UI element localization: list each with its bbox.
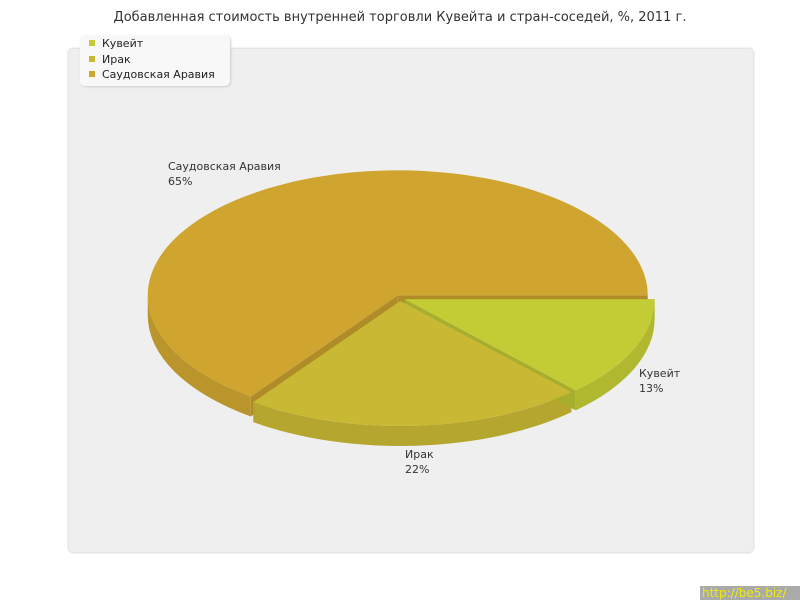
- slice-kuwait: [404, 299, 655, 391]
- legend-label: Кувейт: [102, 37, 144, 50]
- legend-swatch: [89, 71, 95, 77]
- legend: Кувейт Ирак Саудовская Аравия: [80, 35, 230, 86]
- chart-title: Добавленная стоимость внутренней торговл…: [113, 10, 687, 25]
- legend-item-kuwait[interactable]: Кувейт: [89, 36, 143, 51]
- legend-label: Саудовская Аравия: [102, 68, 215, 81]
- legend-item-iraq[interactable]: Ирак: [89, 52, 131, 67]
- slice-iraq: [253, 300, 572, 426]
- legend-swatch: [89, 40, 95, 46]
- slice-side-kuwait: [575, 299, 655, 411]
- legend-label: Ирак: [102, 53, 131, 66]
- watermark-link[interactable]: http://be5.biz/: [700, 586, 800, 600]
- slice-side-iraq: [253, 392, 572, 446]
- legend-item-saudi[interactable]: Саудовская Аравия: [89, 67, 215, 82]
- slice-saudi: [147, 170, 648, 397]
- data-label-kuwait: Кувейт 13%: [639, 367, 681, 395]
- data-label-iraq: Ирак 22%: [405, 448, 434, 476]
- legend-swatch: [89, 56, 95, 62]
- data-label-saudi: Саудовская Аравия 65%: [168, 160, 281, 188]
- slice-side-saudi: [147, 295, 251, 417]
